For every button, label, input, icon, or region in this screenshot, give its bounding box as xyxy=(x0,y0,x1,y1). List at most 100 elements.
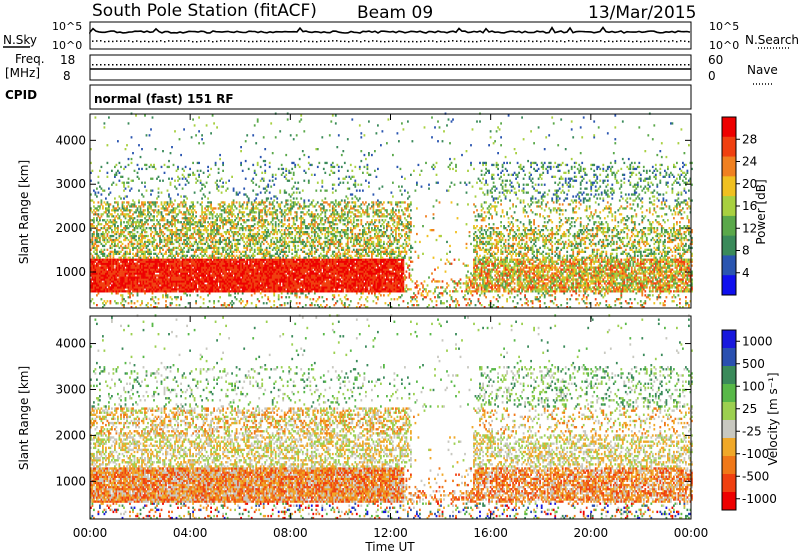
nave-point xyxy=(112,64,114,66)
power-cell xyxy=(285,154,287,156)
power-cell xyxy=(255,217,257,219)
power-cell xyxy=(257,235,259,237)
power-cell xyxy=(252,182,254,184)
power-cell xyxy=(176,235,178,237)
power-cell xyxy=(120,251,122,253)
power-cell xyxy=(275,229,277,231)
power-cell xyxy=(246,195,248,197)
nave-point xyxy=(420,64,422,66)
nsearch-point xyxy=(644,41,646,43)
power-cell xyxy=(246,261,248,263)
nsearch-point xyxy=(168,40,170,42)
nsearch-point xyxy=(488,41,490,43)
power-cell xyxy=(137,300,139,302)
power-cell xyxy=(252,164,254,166)
nave-point xyxy=(656,64,658,66)
nave-point xyxy=(336,64,338,66)
power-cell xyxy=(114,223,116,225)
nave-point xyxy=(192,64,194,66)
power-cell xyxy=(108,188,110,190)
power-cell xyxy=(99,219,101,221)
nave-tick-top: 60 xyxy=(708,53,723,67)
power-cell xyxy=(198,130,200,132)
power-cell xyxy=(183,170,185,172)
nsearch-point xyxy=(552,40,554,42)
power-cell xyxy=(215,243,217,245)
power-cell xyxy=(119,274,121,276)
power-cell xyxy=(137,245,139,247)
power-cell xyxy=(206,215,208,217)
power-cell xyxy=(180,195,182,197)
power-cell xyxy=(270,245,272,247)
power-cell xyxy=(281,211,283,213)
power-cell xyxy=(258,186,260,188)
power-cell xyxy=(159,180,161,182)
freq-tick-bottom: 8 xyxy=(63,69,71,83)
power-cell xyxy=(177,213,179,215)
nsearch-point xyxy=(512,40,514,42)
nave-point xyxy=(108,64,110,66)
power-cell xyxy=(185,195,187,197)
power-cell xyxy=(125,229,127,231)
power-cell xyxy=(129,219,131,221)
nave-point xyxy=(372,64,374,66)
power-cell xyxy=(162,235,164,237)
power-cell xyxy=(242,300,244,302)
nsearch-point xyxy=(176,40,178,42)
nave-point xyxy=(584,64,586,66)
nsearch-point xyxy=(380,41,382,43)
nsearch-point xyxy=(356,40,358,42)
power-cell xyxy=(272,180,274,182)
power-cell xyxy=(242,237,244,239)
nsearch-point xyxy=(640,41,642,43)
power-cell xyxy=(239,251,241,253)
nsearch-point xyxy=(264,41,266,43)
power-cell xyxy=(251,180,253,182)
power-cell xyxy=(278,294,280,296)
nsky-panel-frame xyxy=(90,22,691,49)
power-cell xyxy=(213,227,215,229)
power-cell xyxy=(120,219,122,221)
power-cell xyxy=(255,205,257,207)
power-cell xyxy=(126,195,128,197)
nsearch-point xyxy=(444,41,446,43)
power-cell xyxy=(192,245,194,247)
power-cell xyxy=(102,207,104,209)
power-cell xyxy=(278,247,280,249)
power-cell xyxy=(134,233,136,235)
power-cell xyxy=(275,243,277,245)
power-cell xyxy=(189,294,191,296)
power-cell xyxy=(144,243,146,245)
power-cell xyxy=(261,296,263,298)
power-cell xyxy=(269,251,271,253)
station-title: South Pole Station (fitACF) xyxy=(92,1,317,21)
nave-point xyxy=(612,64,614,66)
power-cell xyxy=(167,243,169,245)
power-cell xyxy=(275,221,277,223)
nsearch-point xyxy=(496,40,498,42)
power-cell xyxy=(284,237,286,239)
nave-point xyxy=(236,64,238,66)
nave-point xyxy=(524,64,526,66)
power-cell xyxy=(111,292,113,294)
power-cell xyxy=(110,192,112,194)
power-cell xyxy=(176,207,178,209)
power-cell xyxy=(96,251,98,253)
nsearch-point xyxy=(672,40,674,42)
power-cell xyxy=(282,255,284,257)
power-cell xyxy=(243,241,245,243)
power-cell xyxy=(266,227,268,229)
power-cell xyxy=(110,237,112,239)
power-cell xyxy=(197,201,199,203)
power-cell xyxy=(245,221,247,223)
nsearch-point xyxy=(544,40,546,42)
power-cell xyxy=(198,227,200,229)
nsearch-point xyxy=(572,40,574,42)
power-cell xyxy=(218,168,220,170)
power-cell xyxy=(243,215,245,217)
power-cell xyxy=(288,269,290,271)
power-cell xyxy=(113,205,115,207)
power-cell xyxy=(105,302,107,304)
nave-point xyxy=(600,64,602,66)
power-cell xyxy=(155,239,157,241)
